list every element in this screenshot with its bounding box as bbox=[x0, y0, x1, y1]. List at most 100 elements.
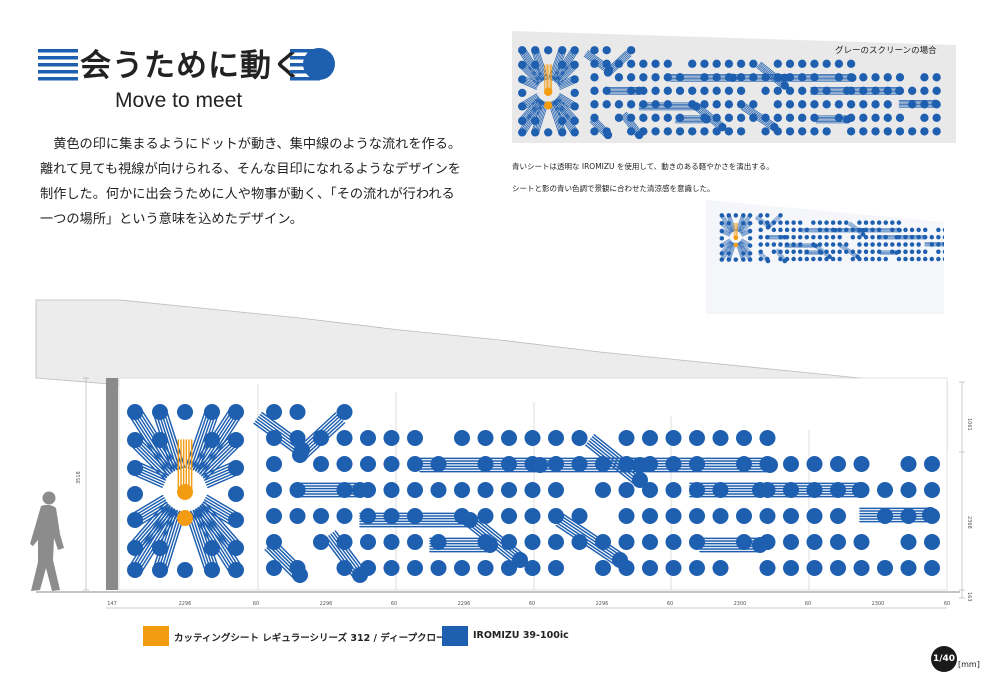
blue-dot bbox=[663, 113, 672, 122]
blue-dot bbox=[688, 59, 697, 68]
blue-dot bbox=[837, 220, 842, 225]
streak-head bbox=[728, 73, 737, 82]
blue-dot bbox=[806, 456, 823, 472]
blue-dot bbox=[883, 86, 892, 95]
streak-head bbox=[570, 75, 579, 84]
blue-dot bbox=[642, 508, 658, 524]
blue-dot bbox=[929, 256, 935, 262]
blue-dot bbox=[765, 234, 770, 240]
blue-dot bbox=[798, 59, 807, 68]
streak-head bbox=[855, 254, 860, 260]
blue-dot bbox=[724, 59, 734, 68]
flow-streak bbox=[839, 243, 860, 260]
blue-dot bbox=[916, 249, 921, 254]
blue-dot bbox=[177, 562, 193, 578]
blue-dot bbox=[724, 127, 734, 136]
orange-streak bbox=[544, 64, 553, 96]
blue-dot bbox=[758, 234, 763, 240]
blue-dot bbox=[830, 534, 846, 550]
blue-dot bbox=[407, 534, 423, 550]
blue-dot bbox=[590, 100, 599, 109]
blue-dot bbox=[811, 234, 816, 240]
blue-dot bbox=[883, 220, 888, 225]
blue-dot bbox=[804, 234, 810, 240]
blue-dot bbox=[806, 482, 823, 498]
page-title: 会うために動く bbox=[80, 48, 304, 84]
blue-dot bbox=[558, 116, 567, 126]
blue-dot bbox=[798, 100, 807, 109]
streak-head bbox=[719, 257, 725, 262]
legend-swatch-orange bbox=[143, 626, 169, 646]
description-line: 一つの場所」という意味を込めたデザイン。 bbox=[40, 212, 303, 227]
blue-dot bbox=[853, 534, 870, 550]
blue-dot bbox=[665, 534, 682, 550]
blue-dot bbox=[870, 256, 875, 262]
blue-dot bbox=[771, 227, 777, 233]
blue-dot bbox=[726, 220, 732, 226]
panel1-streak bbox=[195, 432, 244, 481]
blue-dot bbox=[920, 113, 929, 122]
streak-head bbox=[719, 220, 725, 226]
flow-streak bbox=[589, 116, 613, 140]
streak-head bbox=[752, 482, 768, 498]
blue-dot bbox=[477, 430, 494, 446]
blue-dot bbox=[871, 73, 880, 82]
blue-dot bbox=[859, 100, 868, 109]
blue-dot bbox=[853, 560, 870, 576]
blue-dot bbox=[785, 86, 795, 95]
dim-width-label: 2296 bbox=[179, 601, 192, 607]
streak-head bbox=[177, 484, 193, 500]
blue-dot bbox=[804, 256, 810, 262]
flow-streak bbox=[814, 243, 832, 260]
blue-dot bbox=[785, 59, 795, 68]
blue-dot bbox=[895, 127, 905, 136]
blue-dot bbox=[890, 220, 895, 225]
blue-dot bbox=[903, 256, 908, 262]
streak-head bbox=[204, 562, 220, 578]
streak-head bbox=[152, 404, 168, 420]
blue-dot bbox=[407, 482, 423, 498]
blue-dot bbox=[313, 456, 329, 472]
blue-dot bbox=[407, 560, 423, 576]
blue-dot bbox=[614, 73, 624, 82]
streak-head bbox=[762, 457, 778, 473]
blue-dot bbox=[811, 256, 816, 262]
blue-dot bbox=[712, 430, 729, 446]
flow-streak bbox=[852, 86, 904, 95]
blue-dot bbox=[204, 540, 220, 556]
streak-head bbox=[922, 234, 928, 240]
blue-dot bbox=[844, 242, 849, 247]
streak-head bbox=[152, 562, 168, 578]
blue-dot bbox=[890, 249, 895, 254]
blue-dot bbox=[548, 482, 564, 498]
blue-dot bbox=[663, 73, 672, 82]
streak-head bbox=[518, 128, 527, 137]
streak-head bbox=[843, 115, 852, 124]
blue-dot bbox=[830, 256, 836, 262]
orange-streak bbox=[177, 439, 193, 500]
panel1-streak bbox=[518, 75, 540, 90]
streak-head bbox=[531, 128, 540, 137]
blue-dot bbox=[639, 73, 648, 82]
blue-dot bbox=[383, 456, 400, 472]
white-screen-preview bbox=[706, 200, 944, 314]
blue-dot bbox=[895, 73, 905, 82]
blue-dot bbox=[228, 486, 244, 502]
blue-dot bbox=[313, 534, 329, 550]
streak-head bbox=[570, 102, 579, 111]
blue-dot bbox=[837, 234, 842, 240]
flow-streak bbox=[756, 61, 789, 90]
blue-dot bbox=[736, 86, 746, 95]
blue-dot bbox=[602, 86, 611, 95]
blue-dot bbox=[407, 430, 423, 446]
blue-dot bbox=[778, 220, 783, 225]
blue-dot bbox=[759, 508, 776, 524]
blue-dot bbox=[688, 86, 697, 95]
blue-dot bbox=[896, 242, 902, 247]
blue-dot bbox=[614, 100, 624, 109]
blue-dot bbox=[784, 249, 790, 254]
preview-note-2: シートと影の青い色調で景観に合わせた清涼感を意識した。 bbox=[512, 184, 715, 193]
blue-dot bbox=[651, 113, 660, 122]
streak-head bbox=[894, 234, 900, 240]
blue-dot bbox=[177, 404, 193, 420]
